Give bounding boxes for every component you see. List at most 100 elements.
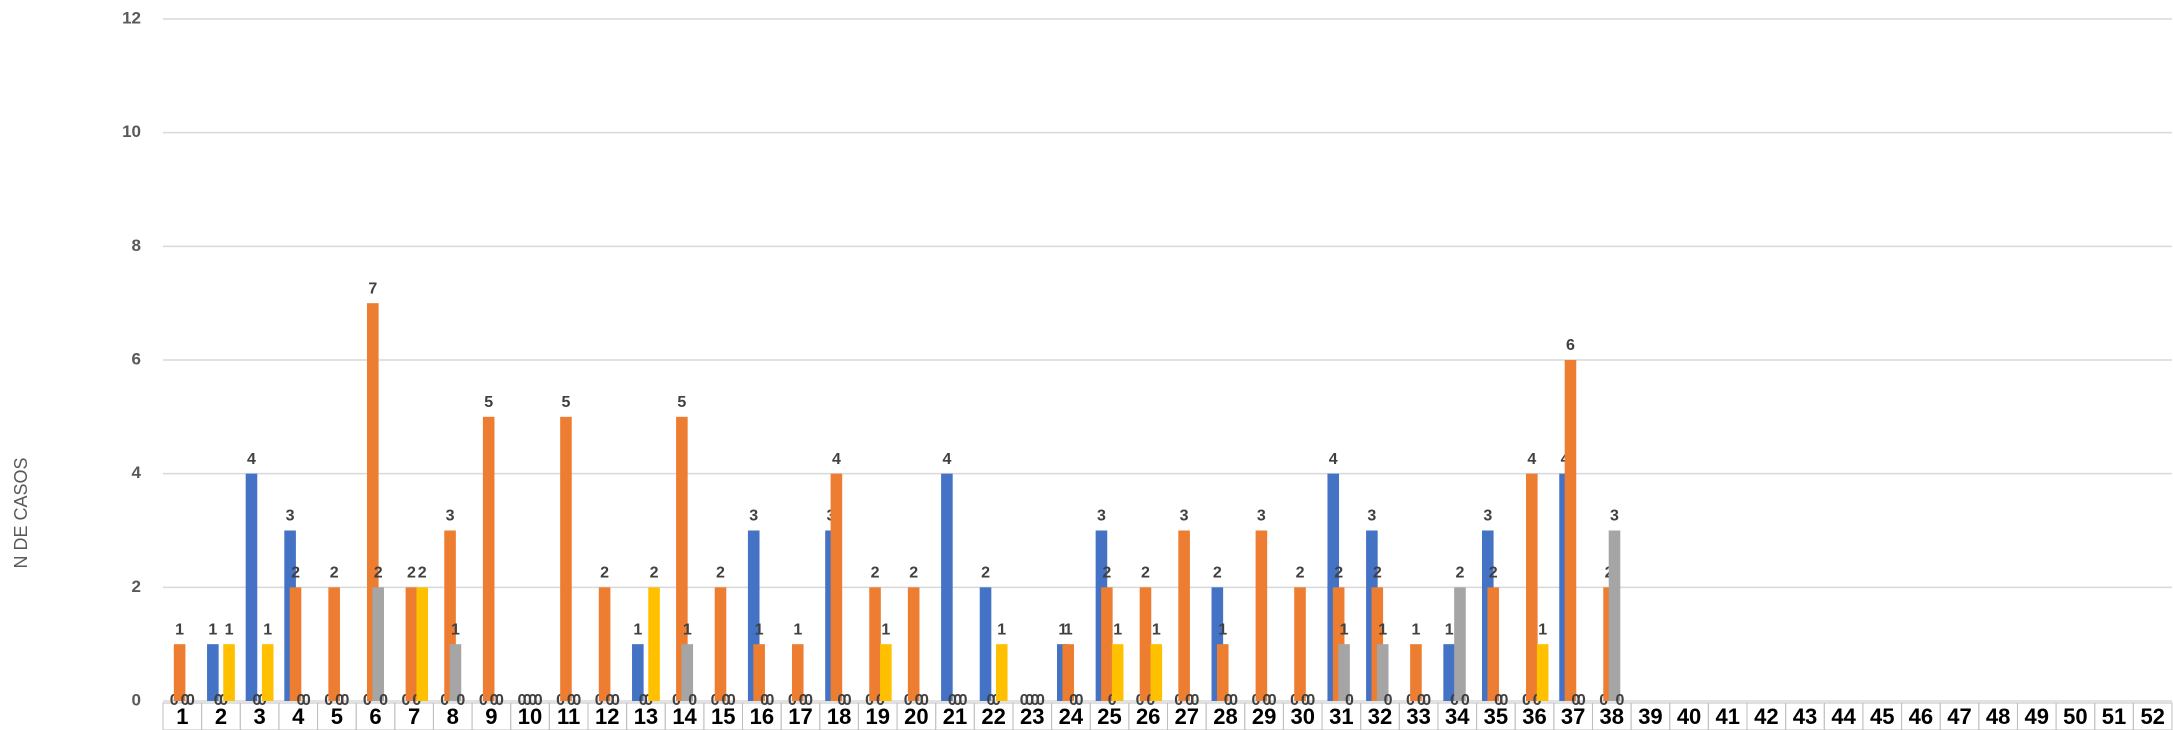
- data-label: 3: [446, 508, 455, 525]
- data-label: 1: [263, 621, 272, 638]
- x-tick-label: 7: [408, 704, 420, 729]
- bar: [830, 473, 843, 701]
- bar: [245, 473, 258, 701]
- data-label: 3: [749, 508, 758, 525]
- x-tick-label: 24: [1059, 704, 1084, 729]
- x-tick-label: 48: [1986, 704, 2010, 729]
- data-label: 0: [843, 692, 852, 709]
- bar: [995, 644, 1008, 701]
- data-label: 2: [716, 565, 725, 582]
- data-label: 0: [606, 692, 615, 709]
- data-label: 0: [296, 692, 305, 709]
- data-label: 0: [1577, 692, 1586, 709]
- x-tick-label: 18: [827, 704, 851, 729]
- data-label: 0: [528, 692, 537, 709]
- data-label: 2: [1373, 565, 1382, 582]
- y-axis-label: N DE CASOS: [11, 457, 31, 568]
- x-tick-label: 8: [447, 704, 459, 729]
- bar: [632, 644, 644, 701]
- bar: [648, 587, 660, 701]
- bar: [416, 587, 429, 701]
- bar: [1101, 587, 1113, 701]
- x-tick-label: 40: [1677, 704, 1701, 729]
- data-label: 1: [208, 621, 217, 638]
- x-tick-label: 41: [1715, 704, 1739, 729]
- bar: [1443, 644, 1455, 701]
- bar: [173, 644, 186, 701]
- data-label: 0: [335, 692, 344, 709]
- bar: [482, 416, 495, 701]
- data-label: 1: [997, 621, 1006, 638]
- data-label: 0: [727, 692, 736, 709]
- x-tick-label: 46: [1909, 704, 1933, 729]
- bar: [907, 587, 920, 701]
- x-tick-label: 3: [253, 704, 265, 729]
- x-tick-label: 45: [1870, 704, 1894, 729]
- x-tick-label: 26: [1136, 704, 1160, 729]
- data-label: 0: [1190, 692, 1199, 709]
- data-label: 5: [562, 394, 571, 411]
- data-label: 0: [948, 692, 957, 709]
- x-tick-label: 1: [176, 704, 188, 729]
- x-tick-label: 30: [1290, 704, 1314, 729]
- data-label: 0: [495, 692, 504, 709]
- data-label: 0: [1417, 692, 1426, 709]
- data-label: 1: [1064, 621, 1073, 638]
- data-label: 1: [1113, 621, 1122, 638]
- data-label: 2: [291, 565, 300, 582]
- bar: [289, 587, 302, 701]
- bar: [1410, 644, 1422, 701]
- data-label: 0: [1185, 692, 1194, 709]
- data-label: 0: [1031, 692, 1040, 709]
- data-label: 0: [252, 692, 261, 709]
- bar: [869, 587, 881, 701]
- data-label: 0: [186, 692, 195, 709]
- data-label: 4: [942, 451, 951, 468]
- x-tick-label: 23: [1020, 704, 1044, 729]
- data-label: 2: [374, 565, 383, 582]
- x-tick-label: 13: [634, 704, 658, 729]
- y-tick-label: 2: [132, 577, 141, 596]
- data-label: 1: [451, 621, 460, 638]
- data-label: 4: [1527, 451, 1536, 468]
- bar: [791, 644, 804, 701]
- bar: [1454, 587, 1466, 701]
- data-label: 2: [330, 565, 339, 582]
- x-tick-label: 51: [2102, 704, 2126, 729]
- x-tick-label: 17: [788, 704, 812, 729]
- data-label: 0: [1422, 692, 1431, 709]
- x-tick-label: 25: [1097, 704, 1121, 729]
- data-label: 0: [181, 692, 190, 709]
- x-tick-label: 33: [1406, 704, 1430, 729]
- x-tick-label: 9: [485, 704, 497, 729]
- bar: [261, 644, 274, 701]
- data-label: 0: [214, 692, 223, 709]
- data-label: 1: [1152, 621, 1161, 638]
- data-label: 0: [721, 692, 730, 709]
- data-label: 0: [1461, 692, 1470, 709]
- bar: [1526, 473, 1538, 701]
- data-label: 0: [837, 692, 846, 709]
- data-label: 3: [286, 508, 295, 525]
- data-label: 2: [600, 565, 609, 582]
- x-tick-label: 2: [215, 704, 227, 729]
- data-label: 4: [1329, 451, 1338, 468]
- data-label: 3: [1257, 508, 1266, 525]
- x-tick-label: 16: [750, 704, 774, 729]
- bar: [1211, 587, 1224, 701]
- data-label: 0: [1224, 692, 1233, 709]
- x-tick-label: 4: [292, 704, 305, 729]
- x-tick-label: 34: [1445, 704, 1470, 729]
- data-label: 0: [760, 692, 769, 709]
- bar: [714, 587, 727, 701]
- x-tick-label: 15: [711, 704, 735, 729]
- data-label: 0: [1571, 692, 1580, 709]
- data-label: 1: [881, 621, 890, 638]
- x-tick-label: 42: [1754, 704, 1778, 729]
- data-label: 3: [1367, 508, 1376, 525]
- x-tick-label: 49: [2025, 704, 2049, 729]
- x-tick-label: 29: [1252, 704, 1276, 729]
- x-tick-label: 52: [2140, 704, 2164, 729]
- x-tick-label: 27: [1175, 704, 1199, 729]
- data-label: 1: [793, 621, 802, 638]
